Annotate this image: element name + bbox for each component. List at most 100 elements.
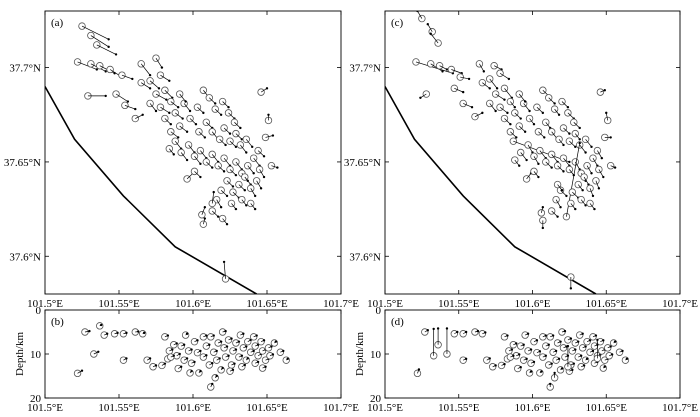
- event-relocated-point: [557, 357, 561, 361]
- event-relocated-point: [215, 374, 218, 378]
- event: [249, 154, 261, 167]
- event-relocated-point: [610, 353, 614, 356]
- event: [143, 356, 152, 364]
- event-shift-vector: [518, 125, 526, 132]
- event: [547, 150, 559, 164]
- event: [181, 331, 190, 339]
- event: [546, 333, 555, 341]
- event-relocated-point: [185, 357, 189, 360]
- event-initial-circle: [556, 366, 565, 374]
- event: [238, 195, 248, 207]
- event-relocated-point: [256, 360, 260, 364]
- panel-d: 101.5°E 101.55°E 101.6°E 101.65°E 101.7°E 0 10…: [354, 305, 698, 414]
- event: [156, 71, 171, 83]
- event-shift-vector: [523, 103, 530, 112]
- event-shift-vector: [206, 161, 213, 168]
- event: [247, 348, 255, 356]
- event-relocated-point: [271, 353, 275, 356]
- event: [199, 333, 208, 341]
- event-shift-vector: [201, 207, 206, 215]
- event-relocated-point: [208, 343, 211, 346]
- event: [542, 342, 550, 350]
- panel-c: 101.5°E 101.55°E 101.6°E 101.65°E 101.7°E 37.…: [344, 10, 698, 310]
- event-initial-circle: [525, 114, 534, 123]
- event-relocated-point: [484, 331, 487, 334]
- event-relocated-point: [154, 364, 158, 367]
- event: [121, 101, 137, 111]
- event-relocated-point: [621, 349, 624, 353]
- event-relocated-point: [166, 334, 170, 337]
- event: [137, 60, 152, 77]
- event-relocated-point: [225, 194, 229, 198]
- event-relocated-point: [211, 166, 214, 169]
- event-initial-circle: [106, 65, 114, 74]
- event-shift-vector: [454, 88, 464, 93]
- event: [137, 78, 152, 90]
- event: [596, 337, 605, 346]
- event: [211, 374, 219, 382]
- event: [180, 356, 189, 364]
- event: [257, 337, 266, 346]
- event-relocated-point: [509, 123, 512, 126]
- event-shift-vector: [235, 133, 243, 140]
- event-relocated-point: [590, 172, 593, 175]
- event-shift-vector: [539, 150, 547, 159]
- event: [615, 348, 624, 356]
- event-shift-vector: [605, 112, 609, 121]
- event-relocated-point: [211, 362, 214, 365]
- event-relocated-point: [432, 327, 435, 331]
- event: [205, 361, 214, 369]
- event: [207, 333, 215, 341]
- event: [230, 118, 242, 130]
- event: [149, 363, 158, 371]
- event-relocated-point: [234, 348, 238, 351]
- event-shift-vector: [563, 157, 570, 166]
- event-shift-vector: [579, 144, 586, 153]
- event-shift-vector: [514, 112, 521, 119]
- event: [175, 122, 189, 133]
- event: [110, 330, 119, 338]
- event: [478, 78, 491, 90]
- event: [475, 60, 486, 73]
- event-relocated-point: [519, 117, 522, 120]
- event-relocated-point: [547, 343, 550, 346]
- event: [118, 71, 134, 81]
- event-relocated-point: [591, 349, 595, 353]
- event: [174, 364, 183, 373]
- event-relocated-point: [584, 204, 587, 207]
- event-shift-vector: [90, 35, 109, 48]
- event-initial-circle: [282, 356, 290, 364]
- event-relocated-point: [537, 175, 540, 179]
- x-tick-label: 101.5°E: [27, 402, 63, 414]
- event: [552, 195, 562, 209]
- event-relocated-point: [264, 365, 267, 368]
- event-relocated-point: [506, 111, 509, 115]
- event: [165, 145, 175, 156]
- event-initial-circle: [171, 109, 179, 117]
- event: [186, 114, 198, 126]
- event: [589, 154, 599, 167]
- event-shift-vector: [211, 154, 219, 163]
- event-initial-circle: [536, 369, 544, 377]
- event-relocated-point: [526, 332, 530, 335]
- event-relocated-point: [227, 106, 230, 109]
- event-relocated-point: [519, 366, 522, 369]
- event-shift-vector: [200, 150, 207, 159]
- event-relocated-point: [243, 363, 246, 367]
- event: [556, 366, 565, 374]
- event-relocated-point: [553, 102, 556, 105]
- event-relocated-point: [202, 111, 205, 115]
- event-shift-vector: [141, 82, 151, 89]
- event: [158, 361, 167, 370]
- event-relocated-point: [441, 70, 444, 73]
- event-relocated-point: [513, 106, 516, 109]
- event-relocated-point: [104, 94, 107, 98]
- event: [593, 338, 602, 363]
- event: [545, 361, 553, 369]
- event: [478, 330, 487, 338]
- panel-label: (a): [51, 17, 64, 29]
- event: [559, 124, 571, 135]
- event: [167, 97, 180, 109]
- event: [550, 105, 561, 116]
- event-relocated-point: [535, 339, 539, 342]
